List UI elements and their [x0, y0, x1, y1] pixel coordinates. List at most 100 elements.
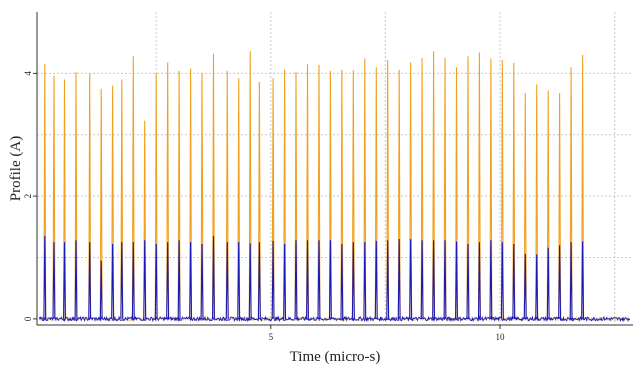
pulse-peak	[43, 64, 47, 319]
pulse-peak	[363, 242, 367, 319]
pulse-peak	[317, 64, 321, 319]
axes	[36, 12, 633, 326]
pulse-peak	[306, 64, 309, 319]
y-tick-label: 2	[23, 194, 33, 199]
pulse-peak	[111, 85, 115, 319]
pulse-peak	[523, 92, 527, 319]
series-2	[38, 235, 631, 323]
pulse-peak	[374, 67, 378, 319]
pulse-peak	[143, 240, 147, 319]
pulse-peak	[351, 242, 355, 319]
pulse-peak	[489, 240, 493, 319]
pulse-peak	[363, 58, 367, 319]
pulse-peak	[189, 242, 193, 319]
pulse-peak	[535, 254, 539, 319]
grid-lines	[37, 12, 633, 325]
pulse-peak	[283, 243, 287, 319]
pulse-peak	[523, 253, 527, 319]
pulse-peak	[328, 70, 332, 319]
pulse-peak	[340, 243, 344, 319]
pulse-peak	[558, 245, 562, 319]
pulse-peak	[420, 240, 424, 319]
pulse-peak	[111, 243, 115, 319]
pulse-peak	[166, 242, 170, 319]
pulse-peak	[558, 92, 562, 319]
pulse-peak	[257, 242, 261, 319]
x-tick-label: 10	[496, 332, 506, 342]
pulse-peak	[120, 242, 124, 319]
series-1	[39, 51, 631, 323]
y-tick-label: 0	[23, 316, 33, 321]
pulse-peak	[581, 54, 585, 319]
pulse-peak	[317, 240, 321, 319]
pulse-peak	[52, 75, 56, 319]
pulse-peak	[88, 242, 92, 319]
baseline-trace	[38, 315, 631, 323]
pulse-peak	[420, 57, 424, 319]
pulse-peak	[166, 62, 170, 319]
pulse-peak	[88, 73, 92, 319]
pulse-peak	[409, 62, 413, 319]
pulse-peak	[154, 73, 158, 319]
pulse-peak	[443, 240, 447, 319]
y-axis-label: Profile (A)	[8, 136, 24, 201]
pulse-peak	[546, 90, 550, 319]
pulse-peak	[546, 247, 550, 319]
pulse-peak	[257, 81, 261, 319]
pulse-peak	[500, 242, 504, 319]
pulse-peak	[248, 243, 252, 319]
pulse-peak	[466, 56, 470, 319]
pulse-peak	[120, 79, 124, 319]
pulse-peak	[386, 59, 390, 319]
y-tick-label: 4	[23, 71, 33, 76]
pulse-peak	[397, 239, 401, 319]
pulse-peak	[569, 67, 573, 319]
pulse-peak	[477, 242, 481, 319]
pulse-peak	[489, 58, 493, 319]
pulse-peak	[455, 67, 458, 319]
pulse-peak	[99, 260, 103, 319]
pulse-peak	[500, 59, 504, 319]
pulse-peak	[200, 243, 204, 319]
pulse-peak	[340, 69, 344, 319]
pulse-peak	[512, 243, 516, 319]
pulse-peak	[294, 72, 298, 319]
pulse-peak	[374, 240, 378, 319]
pulse-peak	[351, 70, 355, 319]
pulse-peak	[63, 242, 66, 319]
pulse-peak	[432, 51, 436, 319]
pulse-peak	[455, 241, 458, 319]
pulse-peak	[74, 240, 78, 319]
pulse-peak	[306, 240, 309, 319]
tick-marks: 5 10 0 2 4	[23, 71, 505, 342]
x-tick-label: 5	[269, 332, 274, 342]
pulse-peak	[212, 235, 215, 319]
pulse-peak	[52, 242, 56, 319]
pulse-peak	[271, 78, 275, 319]
pulse-peak	[200, 73, 204, 319]
pulse-peak	[131, 242, 135, 319]
pulse-peak	[74, 72, 78, 319]
pulse-peak	[569, 242, 573, 319]
pulse-peak	[177, 70, 181, 319]
pulse-peak	[177, 240, 181, 319]
pulse-peak	[271, 240, 275, 319]
pulse-peak	[409, 239, 413, 319]
pulse-peak	[43, 235, 47, 319]
pulse-peak	[477, 52, 481, 319]
pulse-peak	[189, 68, 193, 319]
pulse-peak	[512, 62, 516, 319]
pulse-peak	[237, 78, 241, 319]
x-axis-label: Time (micro-s)	[290, 349, 381, 365]
pulse-peak	[432, 240, 436, 319]
pulse-peak	[328, 240, 332, 319]
pulse-peak	[535, 84, 539, 319]
pulse-peak	[131, 56, 135, 319]
pulse-peak	[466, 243, 470, 319]
pulse-peak	[581, 241, 585, 319]
pulse-peak	[397, 69, 401, 319]
pulse-peak	[225, 70, 229, 319]
pulse-peak	[386, 240, 390, 319]
pulse-peak	[99, 88, 103, 319]
